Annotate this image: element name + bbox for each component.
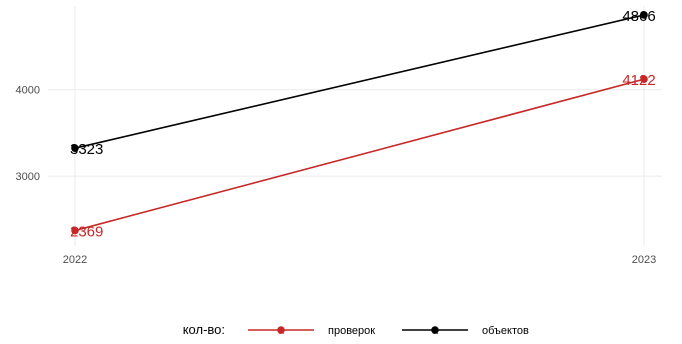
legend-key-glyph: a: [432, 325, 439, 337]
x-tick-label: 2022: [63, 254, 87, 266]
series-line: [74, 78, 645, 232]
data-label: 2369: [70, 224, 103, 241]
series-line: [74, 14, 645, 149]
legend-key-glyph: a: [278, 325, 285, 337]
grid-lines: [48, 6, 662, 246]
y-axis-tick-labels: 3000 4000: [16, 85, 40, 183]
legend-label: объектов: [482, 325, 529, 337]
legend-key-point: [431, 326, 439, 334]
y-tick-label: 4000: [16, 85, 40, 97]
data-point: [71, 144, 79, 152]
legend: кол-во: a проверок a объектов: [183, 322, 529, 337]
data-label: 4866: [622, 8, 655, 25]
y-tick-label: 3000: [16, 171, 40, 183]
data-point: [71, 226, 79, 235]
x-tick-label: 2023: [632, 254, 656, 266]
legend-key-point: [277, 326, 285, 334]
legend-items: a проверок a объектов: [248, 325, 529, 337]
data-point: [640, 11, 648, 19]
legend-title: кол-во:: [183, 322, 225, 337]
x-axis-tick-labels: 2022 2023: [63, 254, 656, 266]
data-label: 4122: [622, 72, 655, 89]
data-point: [640, 75, 648, 84]
series-lines: 2369 4122 3323 4866: [70, 8, 656, 241]
legend-label: проверок: [328, 325, 375, 337]
data-label: 3323: [70, 141, 103, 158]
